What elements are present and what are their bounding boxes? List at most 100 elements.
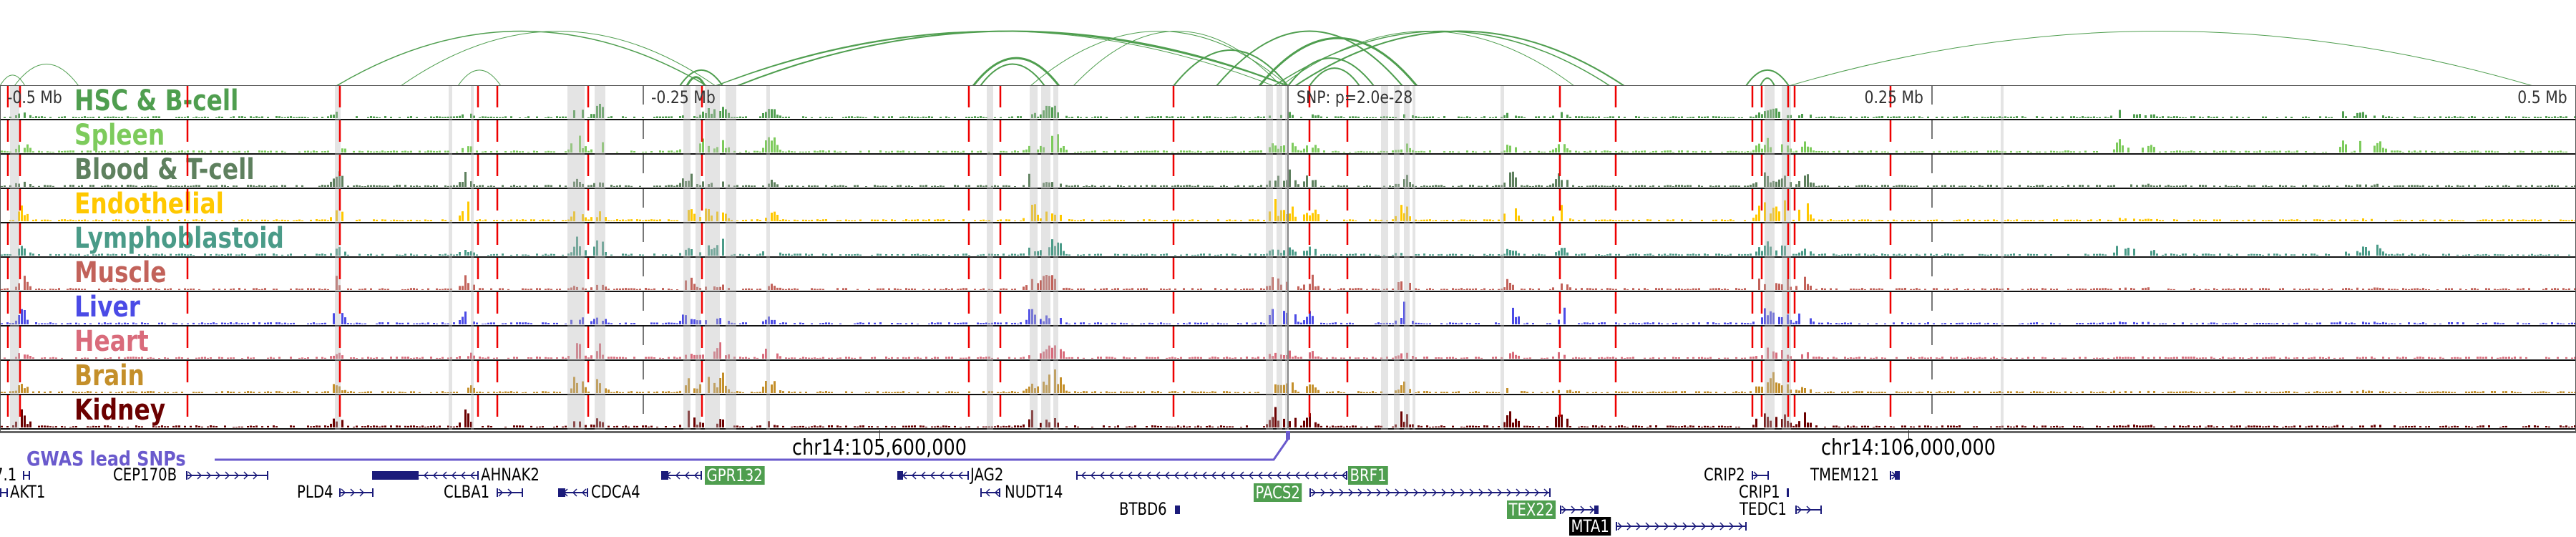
track-liver: Liver	[1, 291, 2575, 326]
signal-tracks: HSC & B-cell Spleen Blood & T-cell Endothel…	[0, 84, 2576, 433]
strand-arrow-icon	[441, 471, 447, 480]
strand-arrow-icon	[206, 471, 212, 480]
gene-label[interactable]: PLD4	[297, 482, 333, 502]
gene-label[interactable]: BTBD6	[1119, 499, 1167, 519]
strand-arrow-icon	[1341, 471, 1347, 480]
strand-arrow-icon	[675, 471, 680, 480]
gene-tmem121[interactable]	[1890, 471, 1900, 480]
loop-arc	[1258, 37, 1418, 86]
gene-gpr132[interactable]	[661, 471, 702, 480]
signal-plot	[4, 103, 2575, 118]
strand-arrow-icon	[1413, 488, 1419, 497]
gene-7.1[interactable]	[23, 471, 30, 480]
strand-arrow-icon	[234, 471, 240, 480]
strand-arrow-icon	[423, 471, 429, 480]
strand-arrow-icon	[693, 471, 699, 480]
gene-mta1[interactable]	[1616, 522, 1747, 531]
gene-label[interactable]: CRIP1	[1739, 482, 1780, 502]
loop-arc	[336, 30, 708, 86]
gene-crip1[interactable]	[1787, 488, 1789, 497]
gene-label[interactable]: AHNAK2	[481, 465, 540, 485]
gene-label[interactable]: TEX22	[1507, 500, 1556, 519]
track-label: Lymphoblastoid	[74, 222, 284, 255]
strand-arrow-icon	[1682, 522, 1688, 531]
strand-arrow-icon	[1543, 488, 1549, 497]
gene-pld4[interactable]	[339, 488, 374, 497]
loop-arc	[980, 63, 1045, 86]
strand-arrow-icon	[1320, 488, 1326, 497]
signal-plot	[1, 369, 2575, 393]
strand-arrow-icon	[1469, 488, 1475, 497]
signal-plot	[1, 236, 2570, 256]
gene-label[interactable]: CEP170B	[113, 465, 177, 485]
gene-crip2[interactable]	[1752, 471, 1769, 480]
strand-arrow-icon	[581, 488, 587, 497]
gene-label[interactable]: CDCA4	[591, 482, 640, 502]
strand-arrow-icon	[1285, 471, 1291, 480]
exon	[1895, 471, 1900, 480]
gene-label[interactable]: CLBA1	[444, 482, 490, 502]
strand-arrow-icon	[1220, 471, 1226, 480]
exon	[1787, 488, 1789, 497]
strand-arrow-icon	[1738, 522, 1744, 531]
strand-arrow-icon	[1080, 471, 1086, 480]
strand-arrow-icon	[1322, 471, 1328, 480]
chr-tick	[1908, 430, 1909, 439]
gene-label[interactable]: NUDT14	[1005, 482, 1063, 502]
strand-arrow-icon	[1617, 522, 1623, 531]
strand-arrow-icon	[1580, 505, 1586, 514]
gene-cdca4[interactable]	[558, 488, 588, 497]
gene-pacs2[interactable]	[1309, 488, 1551, 497]
gene-jag2[interactable]	[897, 471, 969, 480]
strand-arrow-icon	[243, 471, 249, 480]
gene-tex22[interactable]	[1560, 505, 1599, 514]
strand-arrow-icon	[1797, 505, 1802, 514]
loop-arc	[1745, 69, 1790, 86]
strand-arrow-icon	[1339, 488, 1345, 497]
gene-nudt14[interactable]	[980, 488, 1000, 497]
gene-brf1[interactable]	[1076, 471, 1347, 480]
gene-label[interactable]: TEDC1	[1740, 499, 1787, 519]
strand-arrow-icon	[1211, 471, 1216, 480]
strand-arrow-icon	[1525, 488, 1531, 497]
gene-label[interactable]: CRIP2	[1704, 465, 1745, 485]
strand-arrow-icon	[957, 471, 963, 480]
strand-arrow-icon	[1183, 471, 1189, 480]
strand-arrow-icon	[1229, 471, 1235, 480]
axis-tick-label: 0.25 Mb	[1864, 87, 1923, 107]
strand-arrow-icon	[1192, 471, 1198, 480]
strand-arrow-icon	[253, 471, 258, 480]
strand-arrow-icon	[1118, 471, 1123, 480]
strand-arrow-icon	[469, 471, 475, 480]
gene-label[interactable]: 7.1	[0, 465, 17, 485]
gene-label[interactable]: AKT1	[10, 482, 46, 502]
gene-akt1[interactable]	[0, 488, 8, 497]
strand-arrow-icon	[1313, 471, 1319, 480]
strand-arrow-icon	[215, 471, 221, 480]
gene-btbd6[interactable]	[1175, 505, 1180, 514]
loop-arc	[0, 74, 26, 86]
gene-cep170b[interactable]	[186, 471, 268, 480]
loop-arc	[1760, 77, 1775, 86]
gene-clba1[interactable]	[497, 488, 523, 497]
strand-arrow-icon	[1719, 522, 1725, 531]
gene-tedc1[interactable]	[1795, 505, 1822, 514]
gene-label[interactable]: MTA1	[1569, 517, 1611, 536]
gene-ahnak2[interactable]	[372, 471, 479, 480]
strand-arrow-icon	[1654, 522, 1660, 531]
strand-arrow-icon	[1673, 522, 1679, 531]
signal-plot	[9, 199, 2575, 221]
gene-label[interactable]: GPR132	[705, 466, 765, 485]
signal-bars	[4, 342, 2575, 359]
strand-arrow-icon	[1174, 471, 1179, 480]
gene-label[interactable]: JAG2	[970, 465, 1004, 485]
strand-arrow-icon	[451, 471, 457, 480]
strand-arrow-icon	[1645, 522, 1651, 531]
gene-label[interactable]: PACS2	[1254, 483, 1302, 502]
gene-label[interactable]: TMEM121	[1810, 465, 1879, 485]
strand-arrow-icon	[507, 488, 513, 497]
gene-label[interactable]: BRF1	[1348, 466, 1388, 485]
strand-arrow-icon	[225, 471, 230, 480]
signal-bars	[1, 169, 2575, 187]
signal-bars	[1, 407, 2575, 427]
